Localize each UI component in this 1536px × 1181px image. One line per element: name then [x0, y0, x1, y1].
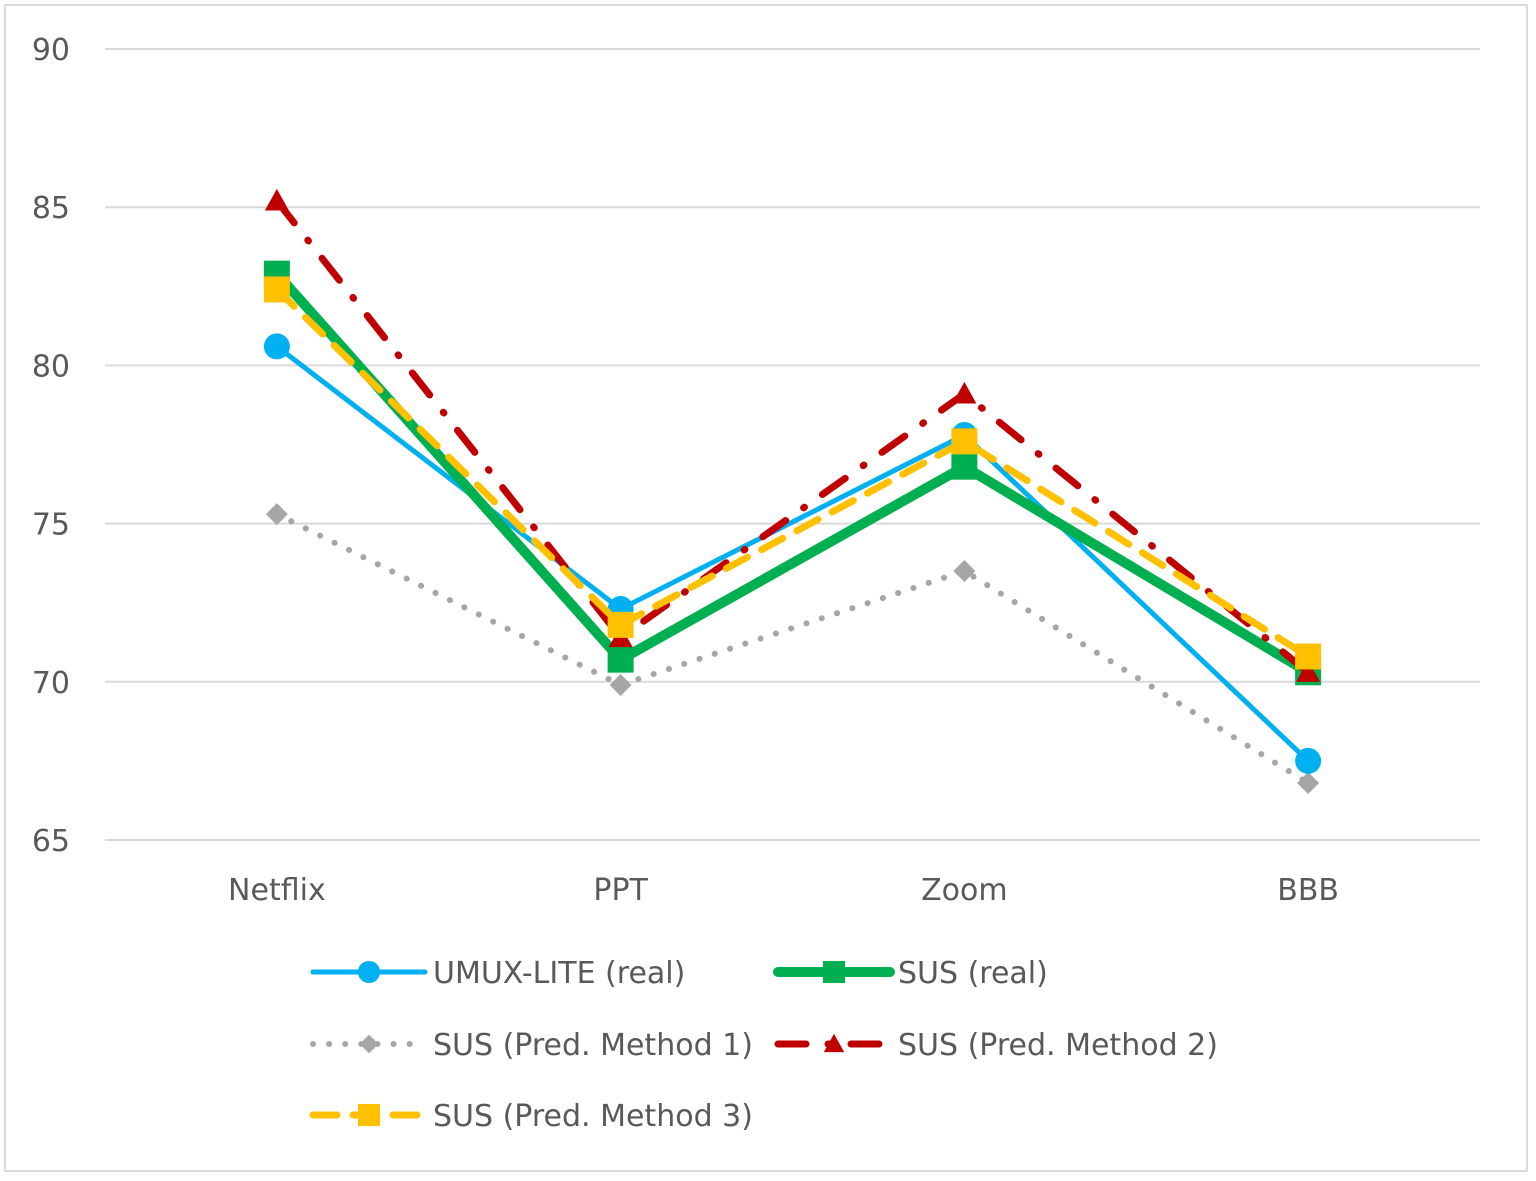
y-tick-label: 75	[32, 508, 70, 543]
x-tick-label: BBB	[1277, 873, 1339, 908]
legend-item: UMUX-LITE (real)	[310, 956, 685, 991]
y-tick-label: 65	[32, 824, 70, 859]
series-umux-lite-real-	[263, 333, 1322, 774]
triangle-marker	[823, 1033, 845, 1053]
legend-item: SUS (real)	[773, 956, 1048, 991]
legend: UMUX-LITE (real) SUS (real) SUS (Pred. Met…	[309, 956, 1218, 1134]
square-marker	[951, 453, 978, 480]
diamond-marker	[1297, 772, 1320, 795]
square-marker	[951, 428, 978, 455]
diamond-marker	[359, 1034, 379, 1054]
diamond-marker	[953, 560, 976, 583]
x-tick-label: PPT	[593, 873, 648, 908]
triangle-marker	[264, 188, 289, 211]
series-line	[274, 343, 1311, 764]
x-tick-label: Netflix	[228, 873, 326, 908]
triangle-marker	[1296, 660, 1321, 682]
legend-label: SUS (Pred. Method 2)	[898, 1028, 1218, 1063]
square-marker	[1295, 643, 1322, 670]
diamond-marker	[265, 503, 288, 526]
legend-label: SUS (Pred. Method 3)	[433, 1099, 753, 1134]
x-tick-label: Zoom	[921, 873, 1007, 908]
legend-item: SUS (Pred. Method 1)	[310, 1028, 753, 1063]
diamond-marker	[609, 673, 632, 696]
series-line	[271, 268, 1314, 678]
y-tick-label: 90	[32, 33, 70, 68]
circle-marker	[1295, 747, 1322, 774]
legend-label: SUS (Pred. Method 1)	[433, 1028, 753, 1063]
legend-label: UMUX-LITE (real)	[433, 956, 685, 991]
legend-item: SUS (Pred. Method 3)	[309, 1099, 753, 1134]
y-tick-label: 80	[32, 349, 70, 384]
triangle-marker	[952, 381, 977, 404]
square-marker	[263, 276, 290, 303]
series-line	[273, 197, 1312, 676]
gridlines	[105, 48, 1480, 841]
circle-marker	[357, 960, 381, 984]
square-marker	[607, 646, 634, 673]
series-line	[273, 285, 1312, 660]
series-line	[273, 511, 1312, 787]
chart-frame	[4, 4, 1528, 1172]
y-tick-label: 85	[32, 191, 70, 226]
legend-item: SUS (Pred. Method 2)	[774, 1028, 1218, 1063]
square-marker	[357, 1103, 381, 1127]
circle-marker	[263, 333, 290, 360]
y-tick-label: 70	[32, 666, 70, 701]
x-axis-ticks: Netflix PPT Zoom BBB	[228, 873, 1339, 908]
legend-label: SUS (real)	[898, 956, 1048, 991]
series-sus-pred-method-3-	[263, 276, 1322, 670]
y-axis-ticks: 65 70 75 80 85 90	[32, 33, 70, 859]
series-sus-pred-method-1-	[265, 503, 1320, 795]
series-group	[263, 188, 1322, 795]
square-marker	[607, 611, 634, 638]
square-marker	[822, 960, 846, 984]
